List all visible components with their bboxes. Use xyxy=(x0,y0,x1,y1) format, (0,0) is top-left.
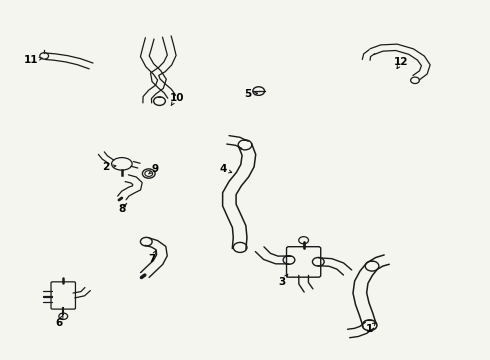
Text: 8: 8 xyxy=(118,204,125,214)
Text: 7: 7 xyxy=(148,254,156,264)
Text: 3: 3 xyxy=(278,277,285,287)
Text: 9: 9 xyxy=(151,164,158,174)
Text: 2: 2 xyxy=(102,162,109,172)
Text: 10: 10 xyxy=(170,93,184,103)
Text: 5: 5 xyxy=(244,89,251,99)
Text: 12: 12 xyxy=(394,57,409,67)
Text: 6: 6 xyxy=(56,319,63,328)
Text: 11: 11 xyxy=(24,55,39,65)
Text: 1: 1 xyxy=(366,324,373,334)
Text: 4: 4 xyxy=(220,164,227,174)
